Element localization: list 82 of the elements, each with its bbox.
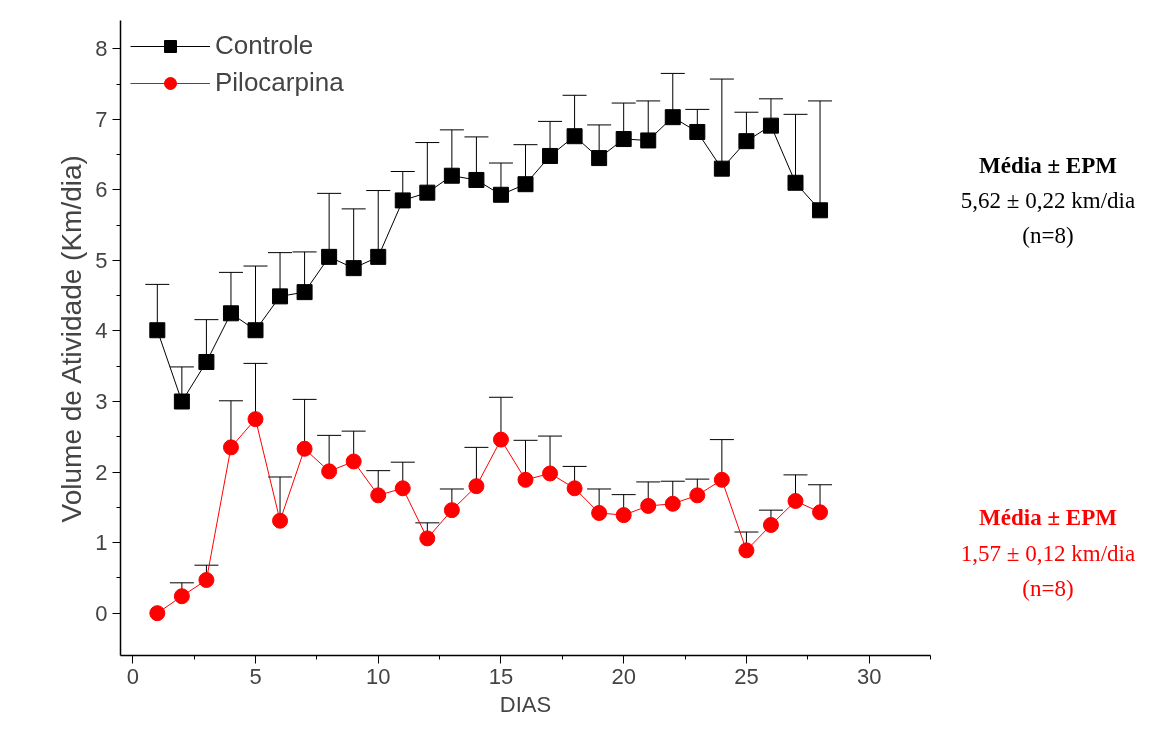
point [566, 480, 583, 497]
point [492, 431, 509, 448]
legend-label: Pilocarpina [215, 67, 344, 98]
point [345, 453, 362, 470]
point [787, 493, 804, 509]
point [664, 495, 681, 512]
x-tick-label: 10 [365, 663, 391, 689]
point [419, 530, 436, 547]
point [664, 109, 681, 126]
point [762, 516, 779, 533]
x-tick-label: 30 [856, 663, 882, 689]
point [443, 167, 460, 184]
x-tick-label: 25 [734, 663, 759, 689]
point [591, 504, 608, 521]
point [247, 322, 264, 339]
text: (n=8) [1022, 575, 1074, 601]
point [615, 131, 632, 148]
point [222, 439, 239, 456]
point [615, 507, 632, 524]
point [492, 186, 509, 203]
point [738, 133, 755, 150]
legend-label: Controle [215, 30, 314, 61]
y-tick-label: 4 [95, 318, 108, 344]
point [370, 487, 387, 504]
point [149, 605, 166, 622]
point [198, 353, 215, 370]
point [345, 260, 362, 277]
text: 1,57 ± 0,12 km/dia [960, 540, 1136, 566]
point [468, 478, 485, 495]
x-tick-label: 5 [249, 663, 262, 689]
x-tick-label: 0 [126, 663, 139, 689]
y-tick-label: 6 [95, 177, 108, 203]
y-tick-label: 5 [95, 247, 108, 273]
point [394, 480, 411, 497]
point [591, 150, 608, 167]
y-tick-label: 0 [95, 600, 108, 626]
point [738, 542, 755, 559]
point [812, 504, 829, 521]
text: Média ± EPM [979, 505, 1118, 531]
point [272, 512, 289, 529]
point [762, 117, 779, 134]
point [812, 202, 829, 219]
point [517, 471, 534, 488]
text: 5,62 ± 0,22 km/dia [960, 187, 1136, 213]
point [173, 588, 190, 605]
point [542, 147, 559, 164]
point [443, 502, 460, 519]
point [468, 171, 485, 188]
text: (n=8) [1022, 223, 1074, 249]
point [149, 322, 166, 339]
point [296, 284, 313, 301]
point [713, 160, 730, 177]
point [689, 123, 706, 140]
point [713, 471, 730, 488]
x-axis-title: DIAS [499, 691, 552, 717]
y-tick-label: 2 [95, 459, 108, 485]
point [566, 128, 583, 145]
point [321, 463, 338, 480]
point [640, 497, 657, 514]
point [198, 572, 215, 588]
point [787, 174, 804, 191]
y-axis-title: Volume de Atividade (Km/dia) [56, 155, 88, 523]
point [542, 465, 559, 482]
point [517, 176, 534, 193]
point [296, 440, 313, 457]
point [419, 184, 436, 201]
point [640, 132, 657, 149]
point [370, 248, 387, 265]
y-tick-label: 3 [95, 389, 108, 414]
point [173, 393, 190, 410]
point [247, 411, 264, 428]
y-tick-label: 8 [95, 36, 108, 62]
point [321, 248, 338, 265]
x-tick-label: 20 [611, 663, 636, 689]
y-tick-label: 1 [95, 530, 108, 556]
text: Média ± EPM [979, 152, 1118, 178]
point [272, 288, 289, 305]
point [394, 192, 411, 209]
point [222, 305, 239, 322]
point [689, 487, 706, 504]
y-tick-label: 7 [95, 106, 108, 132]
x-tick-label: 15 [488, 663, 514, 689]
